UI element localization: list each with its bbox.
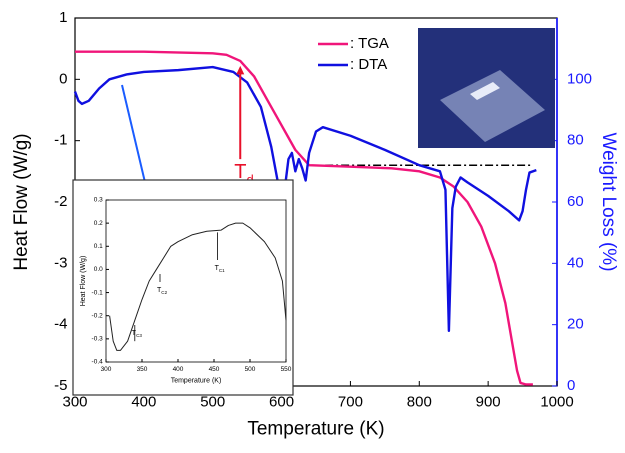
- legend-label: : TGA: [350, 35, 389, 52]
- data-line: [109, 222, 287, 351]
- label-main: T: [157, 287, 162, 294]
- label-main: T: [132, 330, 137, 337]
- legend-label: : DTA: [350, 56, 387, 73]
- label-main: T: [234, 161, 246, 183]
- y-tick-label: 1: [59, 9, 67, 26]
- y-tick-label: 0: [59, 70, 67, 87]
- x-tick-label: 700: [338, 393, 363, 410]
- arrow: [121, 84, 149, 196]
- y-tick-label: 0.1: [94, 243, 103, 250]
- x-tick-label: 900: [476, 393, 501, 410]
- y-tick-label: -1: [54, 132, 67, 149]
- x-tick-label: 300: [62, 393, 87, 410]
- y-tick-label: 0.2: [94, 220, 103, 227]
- y-axis-title: Heat Flow (W/g): [80, 256, 87, 307]
- td-arrow-head: [236, 65, 245, 75]
- y-tick-label: -3: [54, 254, 67, 271]
- inset-chart: 300 350 400 450 500 550 -0.4 -0.3 -0.2 -0.1 0.0 0.1…: [80, 197, 292, 385]
- y-axis-title: Heat Flow (W/g): [11, 133, 32, 270]
- label-sub: C2: [161, 290, 167, 295]
- x-tick-label: 600: [269, 393, 294, 410]
- y2-tick-label: 40: [567, 254, 584, 271]
- data-line: [73, 65, 537, 332]
- photo-crystal: [470, 82, 500, 100]
- x-tick-label: 350: [137, 366, 148, 373]
- tc-label: TC2: [157, 287, 168, 295]
- x-tick-label: 550: [281, 366, 292, 373]
- plot-frame: [105, 199, 287, 363]
- y-tick-label: -4: [54, 316, 67, 333]
- y-tick-label: -5: [54, 377, 67, 394]
- y-tick-label: 0.3: [94, 197, 103, 204]
- x-tick-label: 500: [245, 366, 256, 373]
- data-line: [75, 50, 533, 386]
- x-axis-title: Temperature (K): [247, 419, 384, 440]
- y2-tick-label: 0: [567, 377, 575, 394]
- x-tick-label: 300: [101, 366, 112, 373]
- y2-tick-label: 20: [567, 316, 584, 333]
- x-tick-label: 400: [131, 393, 156, 410]
- y2-axis-title: Weight Loss (%): [598, 132, 619, 271]
- y-tick-label: 0.0: [94, 266, 103, 273]
- y-tick-label: -0.3: [92, 336, 104, 343]
- y2-tick-label: 100: [567, 70, 592, 87]
- y-tick-label: -0.4: [92, 359, 104, 366]
- label-main: T: [215, 265, 220, 272]
- x-tick-label: 450: [209, 366, 220, 373]
- y2-tick-label: 80: [567, 132, 584, 149]
- x-tick-label: 1000: [540, 393, 573, 410]
- main-chart: 300 400 500 600 700 800 900 1000-5-4-3-2-101020…: [11, 9, 619, 440]
- y-tick-label: -0.1: [92, 289, 104, 296]
- tc-label: TC3: [132, 330, 143, 338]
- x-tick-label: 500: [200, 393, 225, 410]
- photo-glass: [440, 70, 545, 142]
- x-tick-label: 800: [407, 393, 432, 410]
- y-tick-label: -0.2: [92, 312, 104, 319]
- x-tick-label: 400: [173, 366, 184, 373]
- inset-frame: [72, 179, 294, 396]
- tc-label: TC1: [215, 265, 226, 273]
- label-sub: C3: [136, 333, 142, 338]
- label-sub: C1: [219, 268, 225, 273]
- x-axis-title: Temperature (K): [171, 378, 222, 385]
- y-tick-label: -2: [54, 193, 67, 210]
- y2-tick-label: 60: [567, 193, 584, 210]
